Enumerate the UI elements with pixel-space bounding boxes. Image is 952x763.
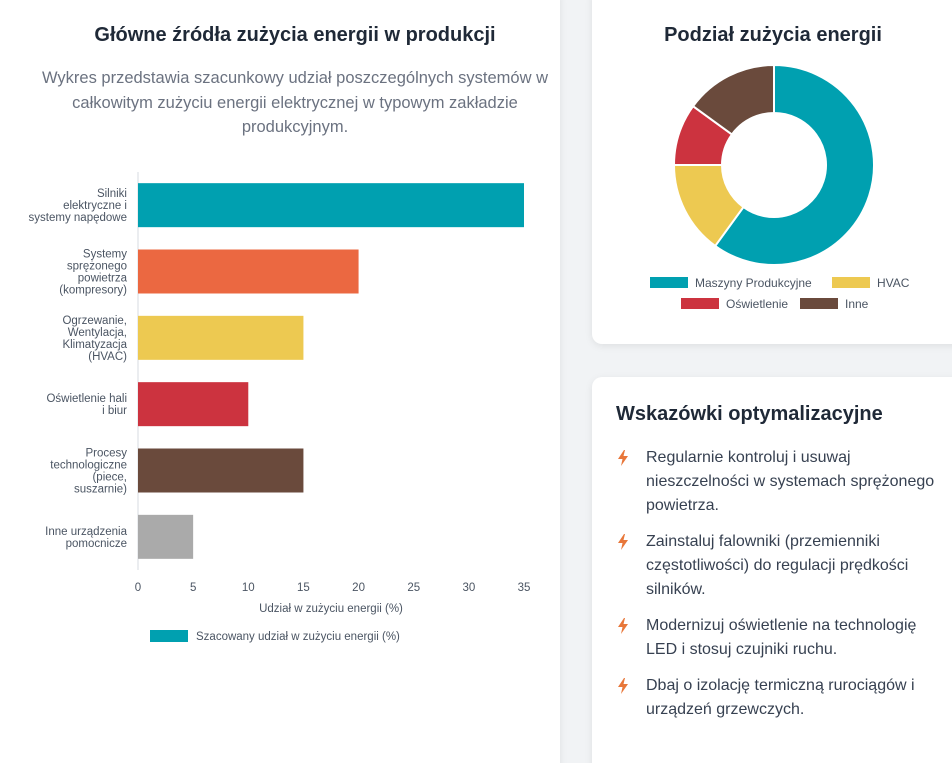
y-tick-label: Silniki (97, 188, 127, 200)
x-tick-label: 35 (518, 582, 531, 594)
tips-card (592, 377, 952, 763)
y-tick-label: Procesy (85, 448, 127, 460)
donut-legend-label[interactable]: Inne (845, 297, 869, 311)
y-tick-label: (piece, (92, 472, 127, 484)
legend-swatch (150, 630, 188, 642)
tip-item: Zainstaluj falowniki (przemienniki częst… (616, 530, 936, 602)
y-tick-label: Inne urządzenia (45, 526, 127, 538)
tips-list: Regularnie kontroluj i usuwaj nieszczeln… (616, 446, 936, 734)
y-tick-label: i biur (102, 405, 127, 417)
x-tick-label: 10 (242, 582, 255, 594)
x-tick-label: 20 (352, 582, 365, 594)
x-tick-label: 5 (190, 582, 196, 594)
y-tick-label: systemy napędowe (29, 212, 127, 224)
donut-slice[interactable] (691, 63, 775, 136)
tip-text: Zainstaluj falowniki (przemienniki częst… (646, 533, 909, 598)
y-tick-label: Ogrzewanie, (62, 315, 127, 327)
page-title: Główne źródła zużycia energii w produkcj… (94, 24, 496, 46)
y-tick-label: Systemy (83, 249, 127, 261)
y-tick-label: Klimatyzacja (62, 339, 127, 351)
lightning-bolt-icon (618, 678, 628, 694)
lightning-bolt-icon (618, 534, 628, 550)
y-tick-label: Oświetlenie hali (46, 393, 127, 405)
donut-legend-swatch (800, 298, 838, 309)
main-chart-card (0, 0, 560, 763)
y-tick-label: (HVAC) (88, 351, 127, 363)
x-tick-label: 30 (462, 582, 475, 594)
donut-legend-swatch (650, 277, 688, 288)
donut-legend-swatch (832, 277, 870, 288)
bar[interactable] (138, 183, 524, 228)
y-tick-label: (kompresory) (59, 285, 127, 297)
bar[interactable] (138, 382, 249, 427)
bar[interactable] (138, 448, 304, 493)
x-tick-label: 25 (407, 582, 420, 594)
tip-text: Dbaj o izolację termiczną rurociągów i u… (646, 677, 915, 718)
lightning-bolt-icon (618, 450, 628, 466)
tip-item: Regularnie kontroluj i usuwaj nieszczeln… (616, 446, 936, 518)
y-tick-label: pomocnicze (66, 538, 127, 550)
bar[interactable] (138, 514, 194, 559)
tips-title: Wskazówki optymalizacyjne (616, 403, 883, 425)
chart-description: Wykres przedstawia szacunkowy udział pos… (41, 69, 549, 136)
y-tick-label: sprężonego (67, 261, 127, 273)
bar[interactable] (138, 249, 359, 294)
y-tick-label: technologiczne (50, 460, 127, 472)
tip-item: Modernizuj oświetlenie na technologię LE… (616, 614, 936, 662)
y-tick-label: elektryczne i (63, 200, 127, 212)
y-tick-label: powietrza (78, 273, 128, 285)
x-axis-label: Udział w zużyciu energii (%) (259, 603, 403, 615)
donut-title: Podział zużycia energii (664, 24, 882, 46)
donut-legend-swatch (681, 298, 719, 309)
y-tick-label: suszarnie) (74, 484, 127, 496)
donut-legend-label[interactable]: HVAC (877, 276, 910, 290)
donut-chart: Maszyny Produkcyjne HVAC Oświetlenie Inne (650, 63, 910, 311)
donut-legend-label[interactable]: Oświetlenie (726, 297, 788, 311)
bar[interactable] (138, 315, 304, 360)
tip-item: Dbaj o izolację termiczną rurociągów i u… (616, 674, 936, 722)
donut-slice[interactable] (713, 63, 875, 266)
tip-text: Modernizuj oświetlenie na technologię LE… (646, 617, 917, 658)
y-tick-label: Wentylacja, (68, 327, 127, 339)
x-tick-label: 15 (297, 582, 310, 594)
donut-legend-label[interactable]: Maszyny Produkcyjne (695, 276, 812, 290)
x-tick-label: 0 (135, 582, 141, 594)
legend-label[interactable]: Szacowany udział w zużyciu energii (%) (196, 631, 400, 643)
lightning-bolt-icon (618, 618, 628, 634)
tip-text: Regularnie kontroluj i usuwaj nieszczeln… (646, 449, 935, 514)
